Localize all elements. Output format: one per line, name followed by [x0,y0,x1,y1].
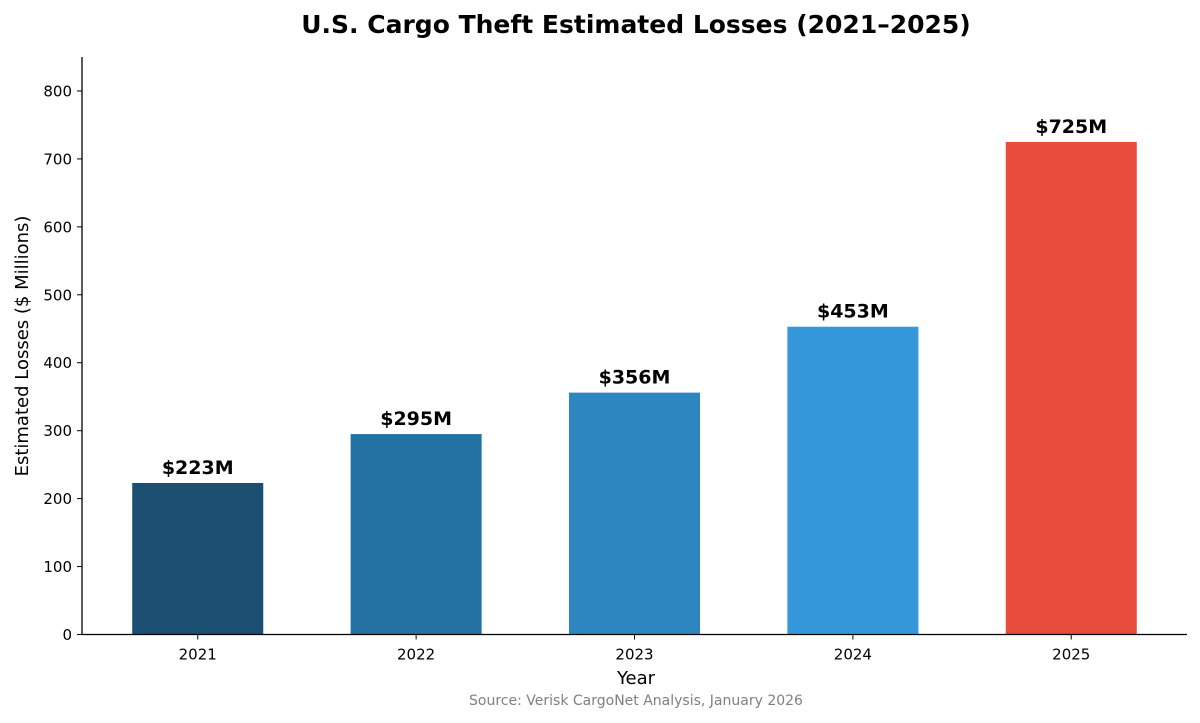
y-tick-label: 800 [43,82,72,100]
bar-2021 [132,482,264,635]
x-tick-label: 2023 [615,646,653,664]
y-tick-label: 500 [43,286,72,304]
data-label-2024: $453M [817,301,889,323]
y-tick-label: 400 [43,354,72,372]
data-label-2021: $223M [162,457,234,479]
data-label-2025: $725M [1035,116,1107,138]
x-tick-label: 2021 [179,646,217,664]
chart-title: U.S. Cargo Theft Estimated Losses (2021–… [301,10,970,39]
x-axis-label: Year [616,668,656,689]
data-label-2022: $295M [380,408,452,430]
bar-2024 [787,326,919,635]
y-tick-label: 100 [43,558,72,576]
x-tick-label: 2024 [834,646,872,664]
bar-2023 [568,392,701,635]
data-label-2023: $356M [599,367,671,389]
y-tick-label: 200 [43,490,72,508]
bar-2022 [350,434,482,635]
y-axis-label: Estimated Losses ($ Millions) [12,216,33,477]
x-tick-label: 2022 [397,646,435,664]
y-tick-label: 700 [43,150,72,168]
y-tick-label: 300 [43,422,72,440]
bar-2025 [1005,141,1137,635]
source-note: Source: Verisk CargoNet Analysis, Januar… [469,693,803,709]
x-tick-label: 2025 [1052,646,1090,664]
y-tick-label: 600 [43,218,72,236]
y-tick-label: 0 [62,626,72,644]
